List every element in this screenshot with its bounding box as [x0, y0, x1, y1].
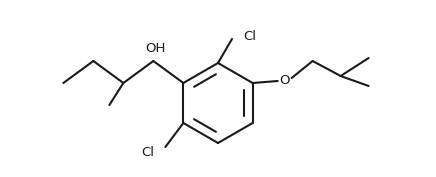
Text: OH: OH [145, 41, 166, 55]
Text: O: O [279, 75, 290, 87]
Text: Cl: Cl [141, 145, 154, 158]
Text: Cl: Cl [243, 30, 256, 44]
